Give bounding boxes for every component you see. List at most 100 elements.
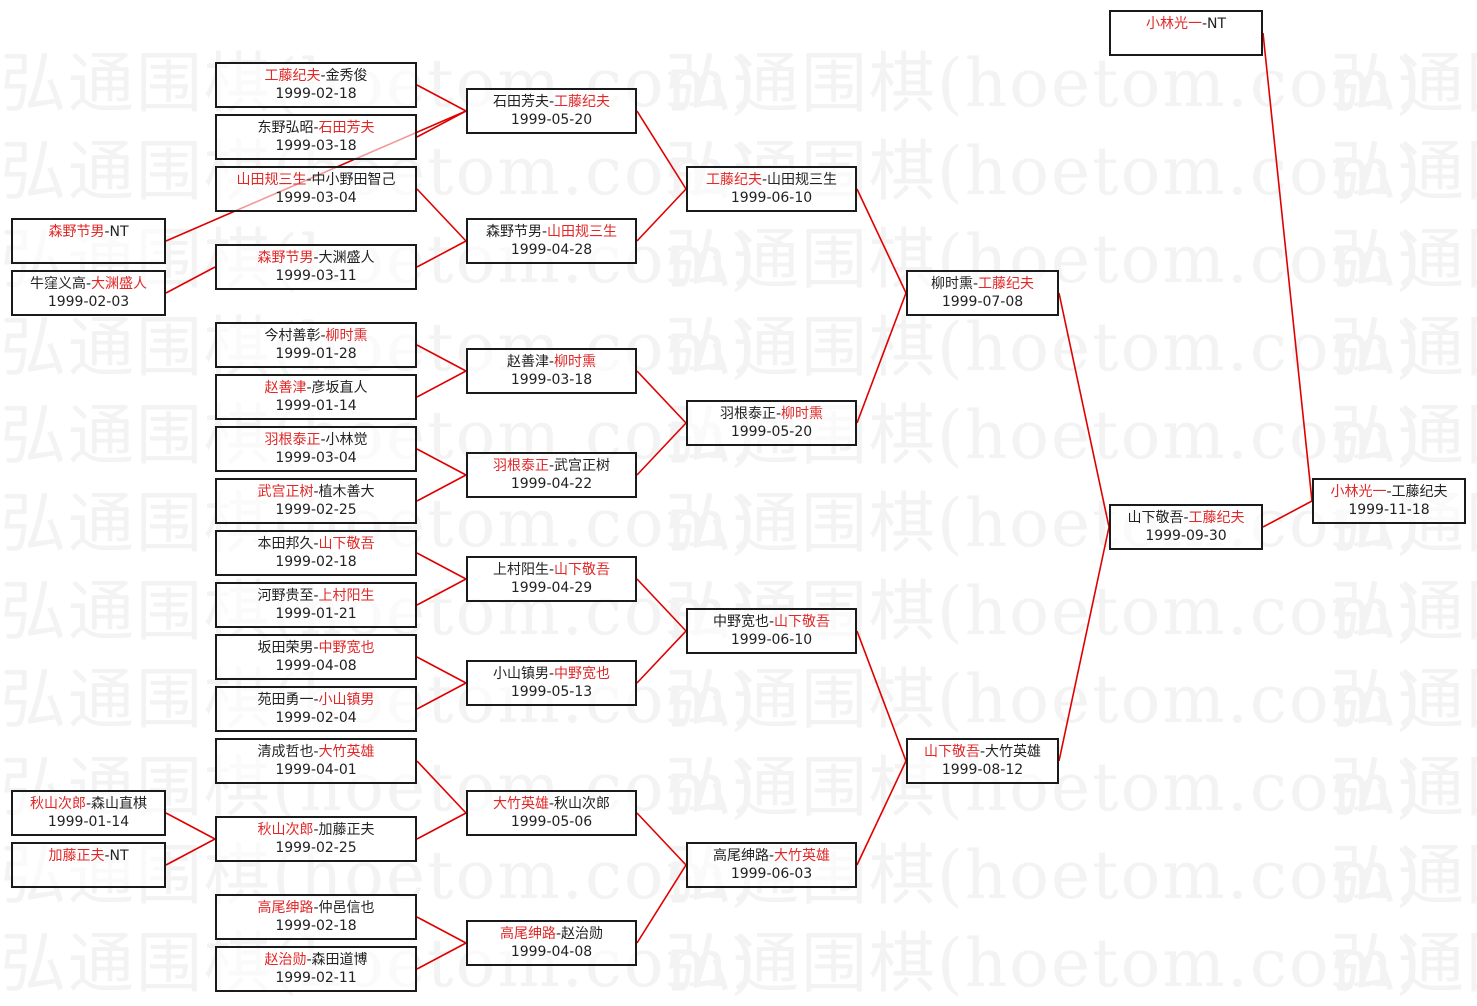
connector-line	[636, 630, 687, 684]
separator: -	[972, 276, 979, 292]
separator: -	[979, 744, 986, 760]
player-2: 加藤正夫	[318, 822, 375, 838]
player-1: 牛窪义高	[29, 276, 86, 292]
match-box[interactable]: 山下敬吾-大竹英雄 1999-08-12	[906, 738, 1059, 784]
match-date: 1999-09-30	[1145, 528, 1227, 544]
player-1: 工藤纪夫	[705, 172, 762, 188]
separator: -	[313, 744, 319, 760]
match-box[interactable]: 东野弘昭-石田芳夫 1999-03-18	[215, 114, 417, 160]
separator: -	[768, 614, 775, 630]
separator: -	[555, 926, 562, 942]
match-date: 1999-04-29	[510, 580, 593, 596]
match-box[interactable]: 柳时熏-工藤纪夫 1999-07-08	[906, 270, 1059, 316]
player-2: 秋山次郎	[554, 796, 611, 812]
match-date: 1999-05-06	[510, 814, 593, 830]
match-date: 1999-11-18	[1348, 502, 1430, 518]
player-1: 秋山次郎	[257, 822, 314, 838]
match-date: 1999-02-18	[275, 86, 357, 102]
match-box[interactable]: 中野宽也-山下敬吾 1999-06-10	[686, 608, 857, 654]
connector-line	[416, 578, 467, 606]
match-box[interactable]: 今村善彰-柳时熏 1999-01-28	[215, 322, 417, 368]
separator: -	[104, 848, 110, 864]
player-2: 柳时熏	[781, 406, 824, 422]
match-box[interactable]: 河野贵至-上村阳生 1999-01-21	[215, 582, 417, 628]
match-date: 1999-04-08	[275, 658, 357, 674]
match-box[interactable]: 小林光一-NT	[1109, 10, 1263, 56]
match-box[interactable]: 坂田荣男-中野宽也 1999-04-08	[215, 634, 417, 680]
separator: -	[548, 458, 555, 474]
connector-line	[856, 292, 907, 424]
match-box[interactable]: 加藤正夫-NT	[11, 842, 166, 888]
connector-line	[1058, 526, 1110, 762]
match-box[interactable]: 羽根泰正-小林觉 1999-03-04	[215, 426, 417, 472]
match-box[interactable]: 赵治勋-森田道博 1999-02-11	[215, 946, 417, 992]
connector-line	[416, 474, 467, 502]
separator: -	[313, 822, 319, 838]
player-1: 羽根泰正	[492, 458, 549, 474]
match-box[interactable]: 工藤纪夫-山田规三生 1999-06-10	[686, 166, 857, 212]
match-box[interactable]: 森野节男-大渊盛人 1999-03-11	[215, 244, 417, 290]
match-box[interactable]: 小山镇男-中野宽也 1999-05-13	[466, 660, 637, 706]
match-date: 1999-05-20	[510, 112, 593, 128]
match-box[interactable]: 小林光一-工藤纪夫 1999-11-18	[1312, 478, 1466, 524]
match-box[interactable]: 高尾绅路-仲邑信也 1999-02-18	[215, 894, 417, 940]
match-box[interactable]: 秋山次郎-森山直棋 1999-01-14	[11, 790, 166, 836]
separator: -	[761, 172, 768, 188]
connector-line	[1262, 32, 1313, 502]
match-box[interactable]: 高尾绅路-赵治勋 1999-04-08	[466, 920, 637, 966]
match-box[interactable]: 武宫正树-植木善大 1999-02-25	[215, 478, 417, 524]
match-box[interactable]: 山下敬吾-工藤纪夫 1999-09-30	[1109, 504, 1263, 550]
match-box[interactable]: 大竹英雄-秋山次郎 1999-05-06	[466, 790, 637, 836]
match-date: 1999-03-04	[275, 450, 357, 466]
match-date: 1999-01-14	[275, 398, 357, 414]
player-2: 中野宽也	[554, 666, 611, 682]
match-date: 1999-06-03	[730, 866, 813, 882]
connector-line	[416, 812, 467, 840]
player-2: NT	[109, 848, 129, 864]
match-date: 1999-05-13	[510, 684, 593, 700]
separator: -	[320, 432, 326, 448]
connector-line	[636, 578, 687, 632]
connector-line	[416, 942, 467, 970]
player-1: 赵善津	[506, 354, 549, 370]
match-box[interactable]: 上村阳生-山下敬吾 1999-04-29	[466, 556, 637, 602]
match-box[interactable]: 赵善津-柳时熏 1999-03-18	[466, 348, 637, 394]
match-box[interactable]: 羽根泰正-柳时熏 1999-05-20	[686, 400, 857, 446]
player-1: 小山镇男	[492, 666, 549, 682]
player-2: 彦坂直人	[311, 380, 368, 396]
player-2: 工藤纪夫	[1188, 510, 1245, 526]
match-box[interactable]: 工藤纪夫-金秀俊 1999-02-18	[215, 62, 417, 108]
player-1: 今村善彰	[264, 328, 321, 344]
match-box[interactable]: 森野节男-NT	[11, 218, 166, 264]
player-2: 武宫正树	[554, 458, 611, 474]
match-box[interactable]: 秋山次郎-加藤正夫 1999-02-25	[215, 816, 417, 862]
separator: -	[313, 250, 319, 266]
connector-line	[416, 760, 467, 814]
connector-line	[856, 630, 907, 762]
match-box[interactable]: 赵善津-彦坂直人 1999-01-14	[215, 374, 417, 420]
player-1: 本田邦久	[257, 536, 314, 552]
player-2: 上村阳生	[318, 588, 375, 604]
match-box[interactable]: 高尾绅路-大竹英雄 1999-06-03	[686, 842, 857, 888]
match-box[interactable]: 牛窪义高-大渊盛人 1999-02-03	[11, 270, 166, 316]
match-box[interactable]: 石田芳夫-工藤纪夫 1999-05-20	[466, 88, 637, 134]
match-box[interactable]: 山田规三生-中小野田智己 1999-03-04	[215, 166, 417, 212]
player-1: 高尾绅路	[499, 926, 556, 942]
player-1: 小林光一	[1330, 484, 1387, 500]
player-2: 山下敬吾	[318, 536, 375, 552]
match-box[interactable]: 苑田勇一-小山镇男 1999-02-04	[215, 686, 417, 732]
separator: -	[768, 848, 775, 864]
match-box[interactable]: 羽根泰正-武宫正树 1999-04-22	[466, 452, 637, 498]
player-1: 森野节男	[48, 224, 105, 240]
player-2: 小林觉	[325, 432, 368, 448]
connector-line	[416, 656, 467, 684]
separator: -	[1183, 510, 1189, 526]
match-box[interactable]: 本田邦久-山下敬吾 1999-02-18	[215, 530, 417, 576]
separator: -	[548, 796, 555, 812]
separator: -	[85, 796, 92, 812]
connector-line	[416, 84, 467, 112]
match-box[interactable]: 清成哲也-大竹英雄 1999-04-01	[215, 738, 417, 784]
match-box[interactable]: 森野节男-山田规三生 1999-04-28	[466, 218, 637, 264]
match-date: 1999-01-28	[275, 346, 357, 362]
